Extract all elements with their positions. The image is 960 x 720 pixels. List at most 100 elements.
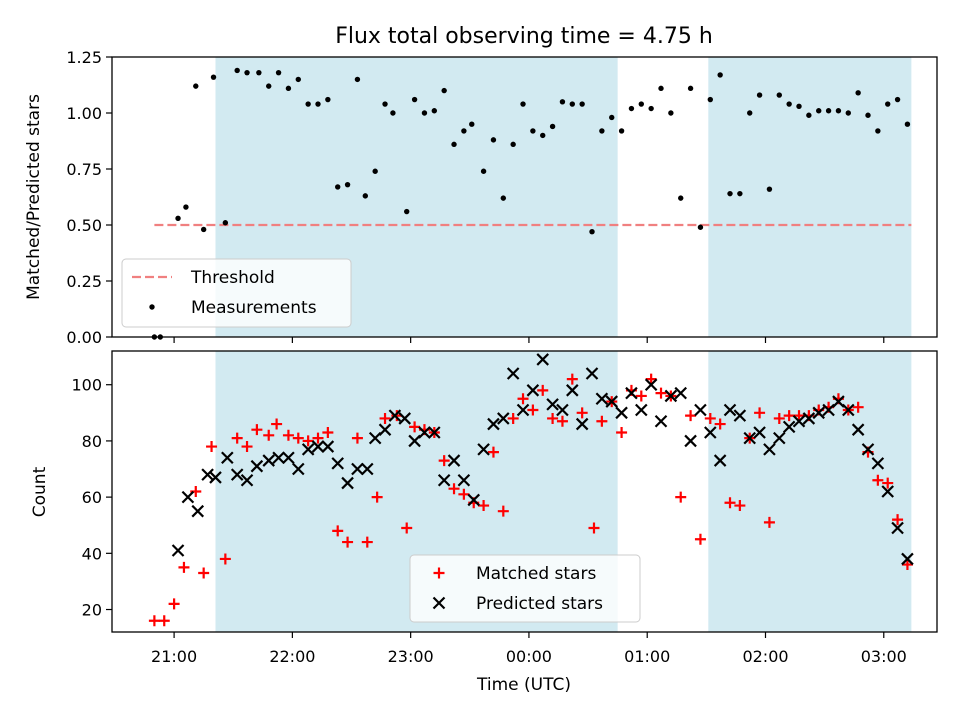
predicted-star-point xyxy=(861,443,875,456)
measurement-point xyxy=(183,204,189,210)
matched-star-point xyxy=(576,407,588,419)
predicted-star-point xyxy=(437,473,451,487)
matched-star-point xyxy=(271,418,283,430)
matched-star-point xyxy=(714,418,726,430)
matched-star-point xyxy=(332,525,344,537)
measurement-point xyxy=(540,132,546,139)
matched-star-point xyxy=(793,410,805,422)
matched-star-point xyxy=(566,373,578,385)
measurement-point xyxy=(335,184,341,190)
measurement-point xyxy=(362,193,369,199)
predicted-star-point xyxy=(644,378,658,391)
matched-star-point xyxy=(198,567,210,579)
measurement-point xyxy=(210,74,217,80)
predicted-star-point xyxy=(171,544,185,557)
predicted-star-point xyxy=(891,521,904,535)
predicted-star-point xyxy=(842,403,855,417)
bottom-y-axis-label: Count xyxy=(30,466,50,517)
measurement-point xyxy=(845,110,851,116)
matched-star-point xyxy=(882,477,894,489)
measurement-point xyxy=(806,112,812,118)
measurement-point xyxy=(589,229,595,235)
predicted-star-point xyxy=(566,384,579,397)
matched-star-point xyxy=(527,404,539,416)
matched-star-point xyxy=(635,390,647,402)
matched-star-point xyxy=(773,412,785,424)
panel-bottom: 20 40 60 80 100 21:00 22:00 23:00 00:00 01:00 02:0… xyxy=(71,350,938,666)
measurement-point xyxy=(441,87,447,94)
predicted-star-point xyxy=(351,462,364,476)
predicted-star-point xyxy=(378,423,392,436)
predicted-star-point xyxy=(240,473,254,487)
predicted-star-point xyxy=(487,417,500,431)
measurement-point xyxy=(520,101,526,107)
legend-matched-label: Matched stars xyxy=(476,564,596,584)
predicted-star-point xyxy=(901,552,914,566)
measurement-point xyxy=(825,108,832,114)
legend-box xyxy=(409,554,641,623)
matched-star-point xyxy=(379,412,391,424)
predicted-star-point xyxy=(388,409,402,422)
predicted-star-point xyxy=(361,462,374,476)
measurement-point xyxy=(618,128,625,134)
x-tick-label: 00:00 xyxy=(506,647,552,666)
y-tick-label: 80 xyxy=(82,432,102,451)
measurement-point xyxy=(295,76,301,83)
measurement-point xyxy=(559,99,566,105)
matched-star-point xyxy=(292,432,304,444)
predicted-star-point xyxy=(418,426,431,439)
predicted-star-point xyxy=(506,367,520,380)
predicted-star-point xyxy=(575,417,589,431)
y-tick-label: 1.00 xyxy=(66,104,102,123)
measurement-point xyxy=(431,108,438,114)
legend-box xyxy=(121,258,352,328)
x-tick-label: 03:00 xyxy=(861,647,907,666)
matched-star-point xyxy=(371,491,383,503)
predicted-star-point xyxy=(782,420,796,434)
matched-star-point xyxy=(361,536,373,548)
predicted-star-point xyxy=(526,384,540,397)
predicted-star-point xyxy=(301,443,315,456)
measurement-point xyxy=(727,190,733,197)
predicted-star-point xyxy=(250,459,264,473)
matched-star-point xyxy=(241,441,253,453)
measurement-point xyxy=(382,101,388,107)
matched-star-point xyxy=(487,446,499,458)
y-tick-label: 60 xyxy=(82,488,102,507)
matched-star-point xyxy=(322,426,334,438)
measurement-point xyxy=(747,110,753,116)
matched-star-point xyxy=(231,432,243,444)
measurement-point xyxy=(256,69,262,76)
measurement-point xyxy=(354,76,361,83)
y-tick-label: 20 xyxy=(82,601,102,620)
matched-star-point xyxy=(302,435,314,447)
predicted-star-point xyxy=(546,398,559,411)
predicted-star-point xyxy=(881,485,894,498)
predicted-star-point xyxy=(467,493,481,507)
plot-area: 0.00 0.25 0.50 0.75 1.00 1.25 Threshold Measure… xyxy=(66,48,938,666)
matched-star-point xyxy=(507,412,519,424)
measurement-point xyxy=(609,114,615,121)
predicted-star-point xyxy=(733,409,747,422)
matched-star-point xyxy=(763,516,775,528)
matched-star-point xyxy=(596,415,608,427)
measurement-point xyxy=(510,141,516,148)
measurement-point xyxy=(628,105,635,112)
measurement-point xyxy=(776,92,782,98)
measurement-point xyxy=(275,69,282,76)
measurement-point xyxy=(648,105,654,112)
matched-star-point xyxy=(251,424,263,436)
measurement-point xyxy=(697,224,704,230)
predicted-star-point xyxy=(713,454,727,467)
measurement-point xyxy=(599,128,605,134)
matched-star-point xyxy=(448,483,460,495)
predicted-star-point xyxy=(556,403,569,417)
measurement-point xyxy=(266,83,272,89)
matched-star-point xyxy=(655,387,667,399)
matched-star-point xyxy=(517,393,529,405)
predicted-star-point xyxy=(871,457,885,470)
measurement-point xyxy=(244,69,250,76)
x-tick-label: 02:00 xyxy=(742,647,788,666)
measurement-point xyxy=(668,110,674,116)
